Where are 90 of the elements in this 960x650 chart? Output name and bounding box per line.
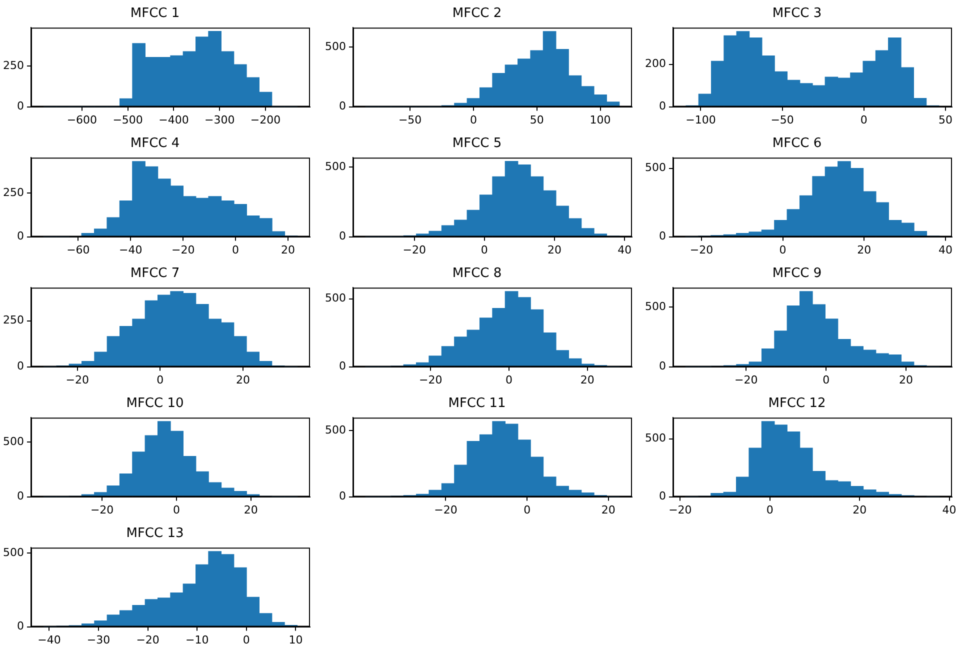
x-tick-label: 20 — [857, 243, 872, 256]
x-tick-label: 0 — [766, 503, 774, 516]
x-tick-label: 0 — [470, 113, 477, 126]
x-tick-label: 0 — [172, 503, 180, 516]
x-tick-label: 0 — [242, 633, 250, 646]
x-tick-label: 50 — [938, 113, 952, 126]
x-tick-label: −20 — [136, 633, 160, 646]
y-tick-label: 0 — [338, 490, 346, 503]
x-tick-label: −20 — [668, 503, 692, 516]
chart-title: MFCC 2 — [452, 6, 502, 22]
x-tick-label: 100 — [590, 113, 611, 126]
x-tick-label: 40 — [938, 243, 952, 256]
y-tick-label: 0 — [16, 230, 24, 243]
x-tick-label: 20 — [852, 503, 867, 516]
chart-title: MFCC 8 — [452, 266, 502, 282]
x-tick-label: −200 — [250, 113, 281, 126]
y-tick-label: 0 — [16, 100, 24, 113]
chart-title: MFCC 9 — [772, 266, 822, 282]
x-tick-label: −20 — [66, 373, 89, 386]
x-tick-label: 40 — [942, 503, 956, 516]
chart-title: MFCC 13 — [126, 526, 184, 542]
x-tick-label: 50 — [530, 113, 544, 126]
x-tick-label: 20 — [580, 373, 594, 386]
x-tick-label: 0 — [505, 373, 512, 386]
x-tick-label: −20 — [171, 243, 195, 256]
x-tick-label: −100 — [686, 113, 716, 126]
x-tick-label: −50 — [398, 113, 422, 126]
y-tick-label: 0 — [338, 100, 346, 113]
x-tick-label: 20 — [244, 503, 258, 516]
chart-title: MFCC 11 — [448, 396, 506, 412]
x-tick-label: 20 — [899, 373, 914, 386]
y-tick-label: 500 — [644, 432, 666, 445]
x-tick-label: −40 — [119, 243, 142, 256]
y-tick-label: 0 — [16, 360, 24, 373]
y-tick-label: 500 — [644, 300, 666, 313]
chart-title: MFCC 7 — [130, 266, 180, 282]
x-tick-label: 0 — [860, 113, 868, 126]
chart-title: MFCC 10 — [126, 396, 184, 412]
chart-title: MFCC 1 — [130, 6, 180, 22]
chart-title: MFCC 6 — [772, 136, 822, 152]
x-tick-label: 0 — [822, 373, 830, 386]
x-tick-label: −20 — [90, 503, 114, 516]
y-tick-label: 250 — [2, 59, 24, 72]
x-tick-label: −400 — [158, 113, 189, 126]
x-tick-label: 20 — [548, 243, 562, 256]
x-tick-label: −30 — [86, 633, 110, 646]
chart-title: MFCC 4 — [130, 136, 180, 152]
x-tick-label: −40 — [38, 633, 61, 646]
y-tick-label: 500 — [324, 292, 346, 305]
x-tick-label: 0 — [232, 243, 240, 256]
x-tick-label: −20 — [434, 503, 458, 516]
y-tick-label: 0 — [338, 230, 346, 243]
y-tick-label: 0 — [338, 360, 346, 373]
x-tick-label: −50 — [770, 113, 794, 126]
y-tick-label: 500 — [2, 546, 24, 559]
chart-title: MFCC 3 — [772, 6, 822, 22]
x-tick-label: 20 — [280, 243, 295, 256]
x-tick-label: 0 — [524, 503, 531, 516]
x-tick-label: −20 — [418, 373, 442, 386]
x-tick-label: −600 — [66, 113, 98, 126]
x-tick-label: 0 — [156, 373, 164, 386]
chart-title: MFCC 5 — [452, 136, 502, 152]
y-tick-label: 0 — [16, 620, 24, 633]
x-tick-label: −10 — [186, 633, 209, 646]
y-tick-label: 250 — [2, 314, 24, 327]
chart-title: MFCC 12 — [768, 396, 826, 412]
y-tick-label: 500 — [324, 40, 346, 53]
y-tick-label: 250 — [2, 186, 24, 199]
y-tick-label: 0 — [658, 100, 666, 113]
x-tick-label: −20 — [402, 243, 426, 256]
y-tick-label: 0 — [658, 360, 666, 373]
y-tick-label: 0 — [658, 490, 666, 503]
y-tick-label: 500 — [324, 424, 346, 437]
x-tick-label: −60 — [66, 243, 90, 256]
y-tick-label: 0 — [16, 490, 24, 503]
y-tick-label: 500 — [324, 160, 346, 173]
x-tick-label: 20 — [236, 373, 250, 386]
x-tick-label: −20 — [690, 243, 714, 256]
x-tick-label: 10 — [288, 633, 303, 646]
x-tick-label: 20 — [601, 503, 616, 516]
x-tick-label: −500 — [112, 113, 143, 126]
x-tick-label: −20 — [734, 373, 758, 386]
y-tick-label: 0 — [658, 230, 666, 243]
y-tick-label: 500 — [644, 161, 666, 174]
x-tick-label: 0 — [779, 243, 786, 256]
y-tick-label: 200 — [644, 57, 666, 70]
x-tick-label: −300 — [204, 113, 235, 126]
x-tick-label: 0 — [480, 243, 488, 256]
y-tick-label: 500 — [2, 435, 24, 448]
x-tick-label: 40 — [618, 243, 632, 256]
